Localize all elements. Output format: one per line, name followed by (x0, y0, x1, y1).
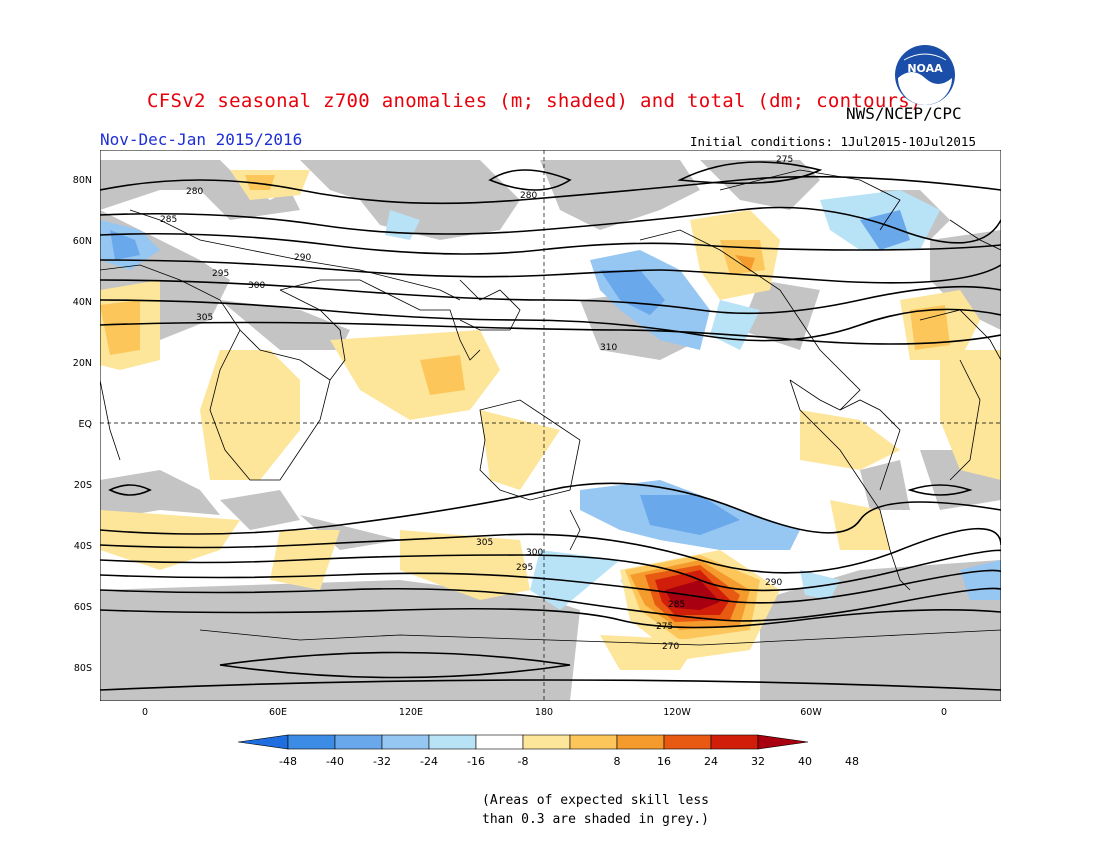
lon-label: 120E (399, 707, 423, 718)
lat-label: 80S (74, 663, 92, 674)
colorbar-tick-label: -16 (467, 755, 485, 767)
contour-labels: 275 280 285 290 295 300 305 310 305 300 … (160, 155, 793, 652)
colorbar-tick-label: -24 (420, 755, 438, 767)
colorbar-box (616, 734, 665, 750)
colorbar-box (475, 734, 524, 750)
svg-text:280: 280 (186, 187, 203, 197)
svg-text:275: 275 (776, 155, 793, 165)
height-contours (100, 161, 1001, 691)
colorbar: -48 -40 -32 -24 -16 -8 8 16 24 32 40 48 (238, 734, 859, 767)
colorbar-box (569, 734, 618, 750)
logo-text: NOAA (907, 62, 943, 75)
colorbar-box (287, 734, 336, 750)
colorbar-tick-label: 24 (704, 755, 718, 767)
lon-label: 60W (800, 707, 822, 718)
svg-text:290: 290 (765, 578, 782, 588)
lon-label: 120W (663, 707, 691, 718)
colorbar-tick-label: 40 (798, 755, 812, 767)
season-subtitle: Nov-Dec-Jan 2015/2016 (100, 130, 303, 149)
colorbar-box (428, 734, 477, 750)
svg-text:295: 295 (212, 269, 229, 279)
lat-label: 40N (73, 297, 92, 308)
noaa-logo: NOAA (895, 45, 955, 105)
colorbar-box (522, 734, 571, 750)
svg-text:270: 270 (662, 642, 679, 652)
footnote-line-1: (Areas of expected skill less (482, 793, 709, 808)
svg-text:310: 310 (600, 343, 617, 353)
colorbar-tick-label: -40 (326, 755, 344, 767)
svg-text:285: 285 (668, 600, 685, 610)
colorbar-ticks: -48 -40 -32 -24 -16 -8 8 16 24 32 40 48 (279, 755, 859, 767)
lon-label: 0 (142, 707, 148, 718)
chart-title: CFSv2 seasonal z700 anomalies (m; shaded… (147, 90, 922, 112)
footnote-line-2: than 0.3 are shaded in grey.) (482, 812, 709, 827)
colorbar-right-arrow (757, 734, 809, 750)
colorbar-box (710, 734, 759, 750)
lat-label: 60N (73, 236, 92, 247)
lat-label: 20N (73, 358, 92, 369)
latitude-axis: 80N 60N 40N 20N EQ 20S 40S 60S 80S (73, 175, 92, 674)
colorbar-tick-label: 48 (845, 755, 859, 767)
lon-label: 60E (269, 707, 287, 718)
colorbar-tick-label: 8 (614, 755, 621, 767)
lat-label: 80N (73, 175, 92, 186)
colorbar-tick-label: -32 (373, 755, 391, 767)
lon-label: 0 (941, 707, 947, 718)
svg-text:300: 300 (526, 548, 543, 558)
svg-text:290: 290 (294, 253, 311, 263)
lat-label: EQ (79, 419, 92, 430)
svg-text:285: 285 (160, 215, 177, 225)
colorbar-boxes (238, 734, 809, 750)
svg-text:305: 305 (476, 538, 493, 548)
lat-label: 40S (74, 541, 92, 552)
longitude-axis: 0 60E 120E 180 120W 60W 0 (142, 707, 947, 718)
svg-text:280: 280 (520, 191, 537, 201)
colorbar-box (334, 734, 383, 750)
colorbar-tick-label: -48 (279, 755, 297, 767)
colorbar-box (381, 734, 430, 750)
svg-text:305: 305 (196, 313, 213, 323)
colorbar-box (663, 734, 712, 750)
lon-label: 180 (535, 707, 553, 718)
svg-text:275: 275 (656, 622, 673, 632)
lat-label: 20S (74, 480, 92, 491)
colorbar-tick-label: 32 (751, 755, 765, 767)
lat-label: 60S (74, 602, 92, 613)
colorbar-tick-label: 16 (657, 755, 671, 767)
svg-text:295: 295 (516, 563, 533, 573)
svg-text:300: 300 (248, 281, 265, 291)
colorbar-tick-label: -8 (518, 755, 529, 767)
agency-label: NWS/NCEP/CPC (846, 104, 962, 123)
initial-conditions-label: Initial conditions: 1Jul2015-10Jul2015 (690, 134, 976, 149)
colorbar-left-arrow (238, 734, 289, 750)
world-map: 275 280 285 290 295 300 305 310 305 300 … (100, 150, 1001, 701)
